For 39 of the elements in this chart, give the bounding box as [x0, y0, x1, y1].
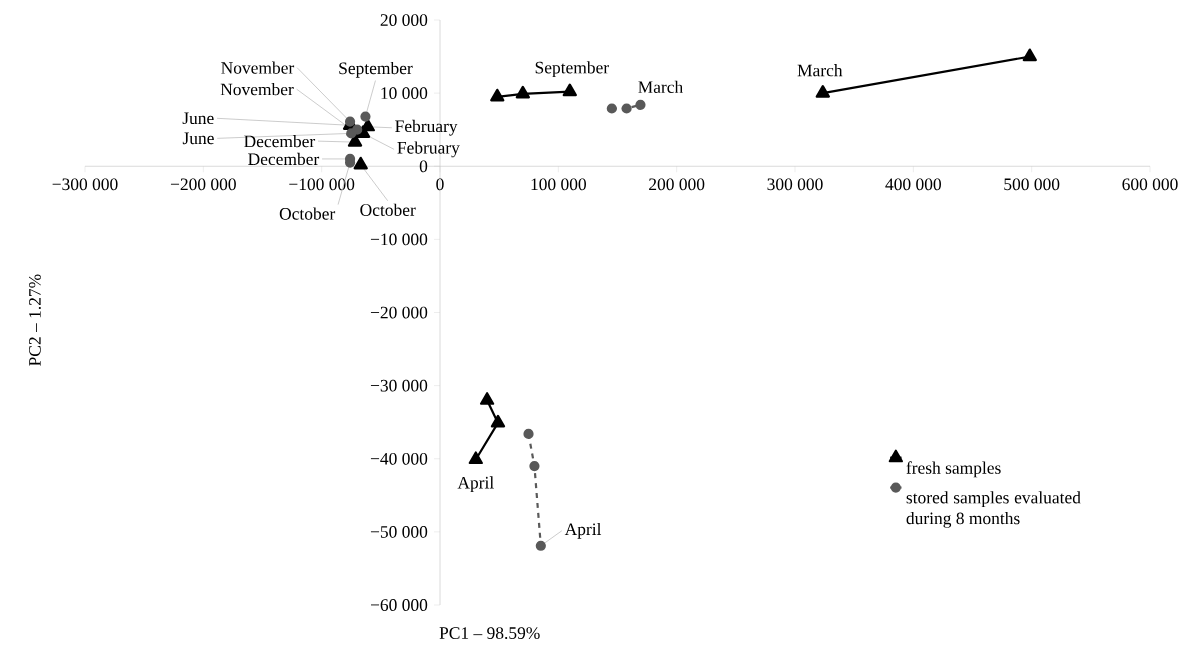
x-tick-label: 100 000 [531, 178, 586, 191]
annotation: June [182, 132, 214, 145]
annotation: April [564, 522, 602, 539]
annotation: April [457, 476, 494, 493]
annotation: November [220, 83, 294, 96]
annotation: December [248, 152, 320, 166]
annotation: June [182, 112, 214, 125]
annotation: November [221, 61, 295, 74]
x-tick-label: 0 [436, 178, 444, 191]
x-tick-label: 300 000 [767, 178, 823, 191]
x-axis-title: PC1 – 98.59% [439, 627, 540, 639]
y-tick-label: −10 000 [370, 233, 428, 246]
annotation: September [339, 61, 413, 78]
x-tick-label: −300 000 [52, 178, 118, 191]
y-axis-title: PC2 – 1.27% [29, 274, 41, 366]
y-tick-label: 10 000 [381, 87, 428, 100]
x-tick-label: 200 000 [649, 178, 705, 191]
annotation: March [638, 80, 683, 94]
y-tick-label: −40 000 [370, 452, 428, 465]
annotation: December [244, 135, 316, 148]
annotation: February [397, 141, 460, 158]
y-tick-label: −20 000 [370, 306, 428, 319]
y-tick-label: 0 [419, 160, 428, 173]
x-tick-label: −200 000 [170, 178, 236, 191]
y-tick-label: 20 000 [380, 14, 428, 26]
x-tick-label: 500 000 [1004, 178, 1060, 191]
legend-label: stored samples evaluated during 8 months [906, 491, 1081, 528]
x-tick-label: 400 000 [885, 178, 941, 191]
annotation: September [535, 61, 609, 78]
annotation: February [395, 119, 458, 136]
annotation: October [279, 207, 336, 220]
annotation: October [360, 203, 416, 216]
y-tick-label: −50 000 [370, 526, 428, 538]
annotation: March [797, 64, 843, 77]
y-tick-label: −30 000 [370, 379, 428, 392]
legend-label: fresh samples [906, 461, 1001, 478]
x-tick-label: −100 000 [289, 178, 355, 191]
y-tick-label: −60 000 [370, 599, 428, 611]
x-tick-label: 600 000 [1122, 178, 1178, 191]
